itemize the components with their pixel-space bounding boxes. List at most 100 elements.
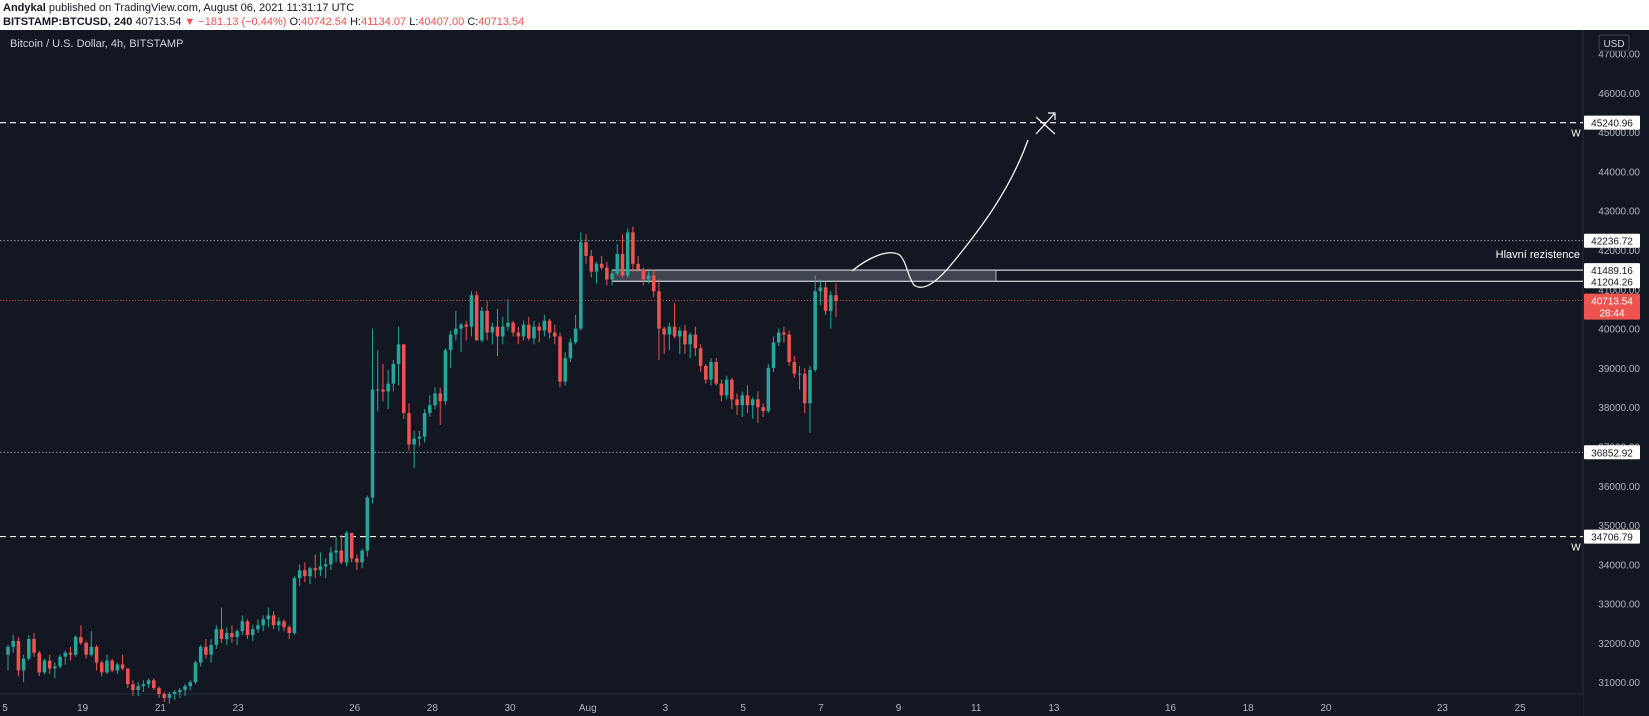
- candle-body: [365, 497, 370, 551]
- candle-body: [808, 369, 812, 404]
- candle-body: [63, 652, 68, 657]
- low-value: 40407.00: [418, 16, 465, 28]
- candle-body: [381, 389, 385, 392]
- currency-button[interactable]: [1598, 34, 1630, 52]
- candle-body: [37, 652, 42, 673]
- candle-body: [448, 334, 453, 351]
- candle-body: [146, 680, 151, 685]
- candle-body: [719, 383, 724, 396]
- candle-body: [73, 637, 78, 655]
- candle-body: [240, 621, 245, 632]
- candle-body: [141, 684, 146, 687]
- candle-body: [750, 399, 755, 406]
- price-tick-label: 47000.00: [1598, 50, 1640, 61]
- published-text: published on TradingView.com, August 06,…: [48, 2, 355, 14]
- candle-body: [422, 413, 427, 437]
- candle-body: [526, 324, 531, 339]
- candle-body: [89, 646, 94, 655]
- open-label: O:: [289, 16, 302, 28]
- candle-body: [573, 328, 578, 343]
- candle-body: [245, 621, 250, 636]
- candle-body: [250, 629, 255, 636]
- candle-body: [797, 373, 802, 375]
- candle-body: [115, 664, 120, 671]
- candle-body: [678, 330, 682, 337]
- price-tick-label: 34000.00: [1598, 560, 1640, 571]
- candle-body: [16, 640, 21, 671]
- time-tick-label: 20: [1320, 703, 1332, 714]
- time-axis[interactable]: [0, 695, 1583, 716]
- time-tick-label: 19: [77, 703, 89, 714]
- candle-body: [282, 621, 286, 628]
- candle-body: [334, 550, 338, 553]
- candle-body: [495, 326, 500, 337]
- price-tick-label: 32000.00: [1598, 639, 1640, 650]
- down-triangle-icon: ▼: [184, 16, 196, 28]
- price-change: −181.13 (−0.44%): [198, 16, 287, 28]
- price-tick-label: 41000.00: [1598, 285, 1640, 296]
- candle-body: [761, 407, 765, 412]
- candle-body: [683, 330, 687, 345]
- price-tick-label: 31000.00: [1598, 678, 1640, 689]
- candle-body: [620, 253, 625, 276]
- candle-body: [490, 326, 495, 333]
- price-tick-label: 38000.00: [1598, 403, 1640, 414]
- price-chart[interactable]: W W 31000.00 32000.00 33000.00 34000.00 35000…: [0, 30, 1649, 716]
- candle-body: [209, 644, 213, 655]
- chart-background: [0, 30, 1649, 716]
- candle-body: [558, 336, 562, 382]
- candle-body: [407, 413, 411, 445]
- current-price-tag: [1584, 293, 1640, 320]
- candle-body: [542, 320, 547, 331]
- publish-line: Andykal published on TradingView.com, Au…: [3, 1, 354, 15]
- candle-body: [32, 638, 36, 653]
- level-marker: W: [1571, 543, 1581, 554]
- projection-path-drawing[interactable]: [851, 139, 1029, 288]
- price-level-tag-label: 45240.96: [1591, 119, 1633, 130]
- candle-body: [126, 668, 130, 685]
- resistance-annotation[interactable]: Hlavní rezistence: [1496, 249, 1580, 261]
- candle-body: [818, 287, 823, 292]
- candle-body: [329, 552, 333, 565]
- price-axis[interactable]: [1583, 30, 1649, 716]
- candle-body: [110, 660, 114, 671]
- high-label: H:: [350, 16, 362, 28]
- price-tick-label: 43000.00: [1598, 207, 1640, 218]
- candle-body: [547, 320, 552, 333]
- candle-body: [162, 694, 166, 698]
- candle-body: [657, 291, 661, 329]
- time-tick-label: 28: [427, 703, 439, 714]
- candle-body: [318, 566, 323, 571]
- ohlc-line: BITSTAMP:BTCUSD, 240 40713.54 ▼ −181.13 …: [3, 15, 524, 29]
- candle-body: [834, 295, 838, 302]
- candle-body: [287, 627, 291, 634]
- candle-body: [615, 253, 620, 274]
- target-cross-icon[interactable]: [1035, 112, 1056, 135]
- price-level-tag-label: 36852.92: [1591, 448, 1633, 459]
- price-tick-label: 33000.00: [1598, 600, 1640, 611]
- price-tick-label: 40000.00: [1598, 325, 1640, 336]
- candle-body: [740, 395, 745, 406]
- candle-body: [625, 232, 630, 276]
- candle-body: [823, 287, 828, 311]
- price-tick-label: 45000.00: [1598, 128, 1640, 139]
- candle-body: [53, 666, 57, 669]
- price-level-tag: [1584, 274, 1640, 289]
- candle-body: [698, 348, 703, 366]
- candle-body: [584, 242, 588, 256]
- candle-body: [136, 686, 140, 691]
- candle-body: [6, 646, 10, 655]
- candle-body: [219, 629, 224, 639]
- publish-header: Andykal published on TradingView.com, Au…: [0, 0, 1649, 30]
- candle-body: [553, 332, 557, 337]
- author-name[interactable]: Andykal: [3, 2, 46, 14]
- resistance-zone[interactable]: [611, 269, 997, 282]
- candle-body: [303, 570, 307, 577]
- candle-body: [511, 322, 515, 333]
- candle-body: [417, 436, 422, 439]
- time-tick-label: 3: [663, 703, 669, 714]
- candle-body: [829, 295, 833, 311]
- candle-body: [47, 660, 52, 669]
- candle-body: [568, 342, 573, 359]
